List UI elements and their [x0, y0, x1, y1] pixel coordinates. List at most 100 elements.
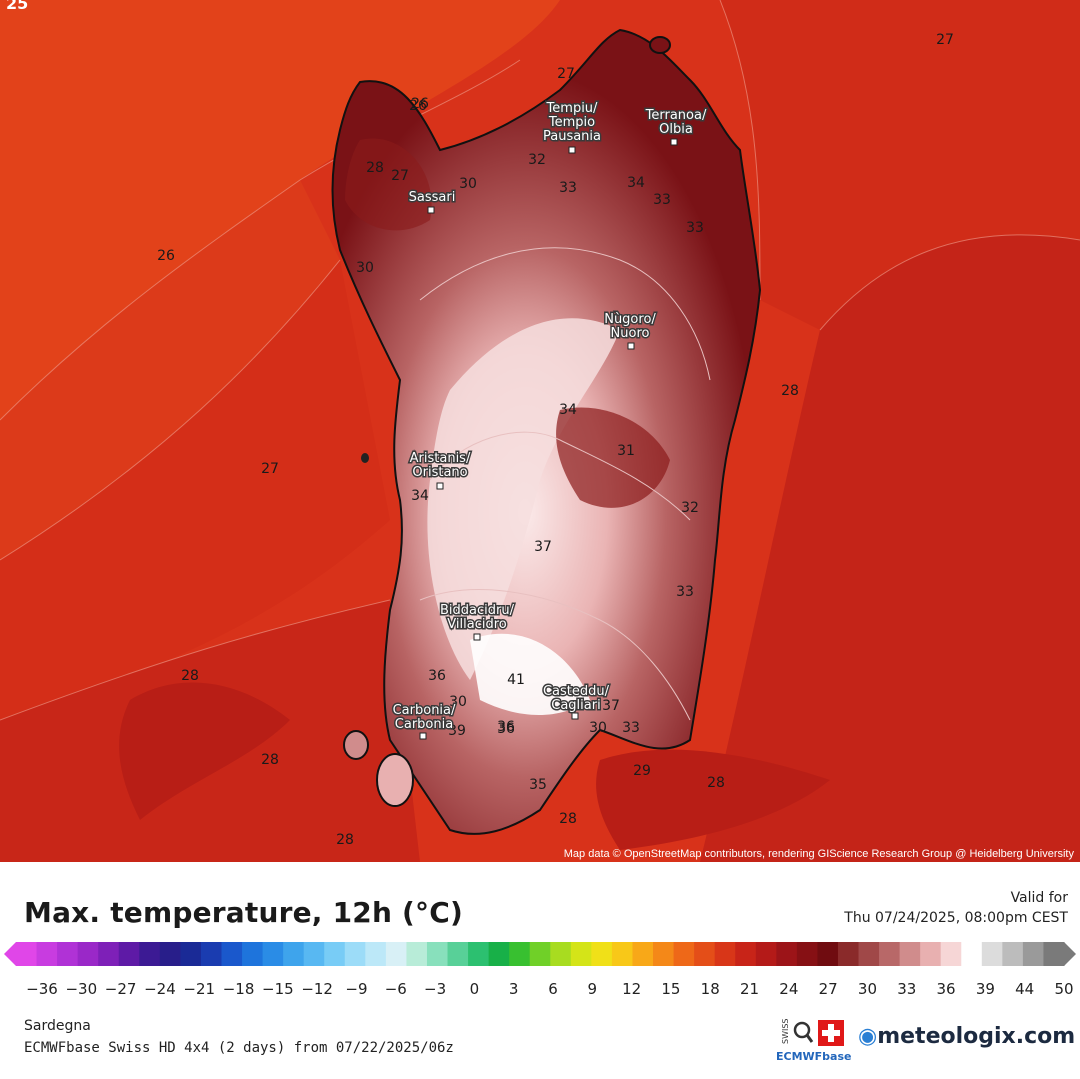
- contour-label: 34: [559, 402, 577, 418]
- contour-label: 27: [936, 32, 954, 48]
- scale-swatch: [365, 942, 387, 966]
- scale-swatch: [796, 942, 818, 966]
- contour-label: 41: [507, 672, 525, 688]
- scale-swatch: [570, 942, 592, 966]
- scale-tick-label: −30: [65, 980, 97, 998]
- scale-swatch: [262, 942, 284, 966]
- city-label: Nuoro: [611, 326, 650, 341]
- valid-time: Thu 07/24/2025, 08:00pm CEST: [844, 910, 1068, 926]
- scale-swatch: [940, 942, 962, 966]
- scale-tick-label: 9: [588, 980, 598, 998]
- swiss-cross-h: [822, 1030, 840, 1036]
- contour-label: 27: [557, 66, 575, 82]
- contour-label: 32: [528, 152, 546, 168]
- scale-swatch: [632, 942, 654, 966]
- scale-swatch: [961, 942, 983, 966]
- scale-tick-label: 0: [470, 980, 480, 998]
- sea-zone-27: [0, 260, 390, 720]
- sea-contour: [0, 59, 521, 421]
- model-run: ECMWFbase Swiss HD 4x4 (2 days) from 07/…: [24, 1040, 454, 1056]
- scale-arrow-right: [1064, 942, 1076, 966]
- temperature-map[interactable]: 26 27 26 26 28 27 30 32 33 34 33 33 30 34 31 27 28 34 33 32…: [0, 0, 1080, 862]
- sea-zone-28-east: [700, 234, 1080, 862]
- scale-swatch: [242, 942, 264, 966]
- city-marker: [473, 633, 481, 641]
- scale-swatch: [221, 942, 243, 966]
- scale-swatch: [77, 942, 99, 966]
- map-attribution[interactable]: Map data © OpenStreetMap contributors, r…: [563, 848, 1074, 860]
- maddalena-island: [649, 36, 671, 54]
- legend-panel: Max. temperature, 12h (°C) Valid for Thu…: [0, 862, 1080, 1079]
- contour-label: 28: [707, 775, 725, 791]
- contour-label: 28: [366, 160, 384, 176]
- scale-swatch: [1022, 942, 1044, 966]
- scale-swatch: [1002, 942, 1024, 966]
- contour-label: 32: [681, 500, 699, 516]
- city-marker: [419, 732, 427, 740]
- sea-zone-26: [0, 0, 560, 420]
- sea-zone-29: [119, 682, 290, 820]
- scale-swatch: [16, 942, 38, 966]
- contour-label: 26: [157, 248, 175, 264]
- city-label: Sassari: [409, 190, 456, 205]
- contour-label: 34: [411, 488, 429, 504]
- sea-zone-29-south: [596, 749, 830, 850]
- swiss-hd-badge: SWISS HD ECMWFbase: [776, 1016, 852, 1063]
- sea-contour: [819, 234, 1080, 331]
- meteologix-logo[interactable]: ◉meteologix.com: [858, 1024, 1075, 1049]
- scale-tick-label: 24: [779, 980, 798, 998]
- city-carbonia[interactable]: Carbonia/Carbonia: [391, 702, 458, 740]
- scale-tick-label: 12: [622, 980, 641, 998]
- contour-label: 35: [529, 777, 547, 793]
- sea-contour: [719, 0, 761, 301]
- scale-swatch: [118, 942, 140, 966]
- contour-label: 28: [336, 832, 354, 848]
- contour-label: 34: [627, 175, 645, 191]
- city-label: Pausania: [543, 129, 601, 144]
- sea-zone-27-east: [720, 0, 1080, 330]
- scale-swatch: [283, 942, 305, 966]
- city-label: Tempio: [548, 115, 595, 130]
- scale-tick-label: −9: [345, 980, 367, 998]
- scale-tick-label: 3: [509, 980, 519, 998]
- sea-contour: [0, 259, 341, 561]
- sea-zone-27-west: [0, 180, 340, 560]
- logo-text: meteologix.com: [877, 1024, 1076, 1049]
- contour-label: 33: [676, 584, 694, 600]
- city-label: Biddacidru/: [440, 603, 515, 618]
- city-label: Casteddu/: [543, 684, 610, 699]
- scale-swatch: [776, 942, 798, 966]
- contour-label: 36: [497, 721, 515, 737]
- contour-label: 37: [602, 698, 620, 714]
- city-marker: [568, 146, 576, 154]
- sea-contour: [0, 599, 391, 721]
- scale-swatch: [159, 942, 181, 966]
- scale-swatch: [98, 942, 120, 966]
- scale-tick-label: −18: [223, 980, 255, 998]
- contour-label: 28: [559, 811, 577, 827]
- city-villacidro[interactable]: Biddacidru/Villacidro: [439, 602, 516, 641]
- contour-label: 26: [411, 96, 429, 112]
- scale-tick-label: 27: [819, 980, 838, 998]
- city-label: Carbonia: [395, 717, 453, 732]
- color-scale: −36 −30 −27 −24 −21 −18 −15 −12 −9 −6 −3 0 3 6 9 12 15 18…: [4, 942, 1076, 998]
- contour-label: 27: [261, 461, 279, 477]
- city-sassari[interactable]: Sassari: [407, 189, 457, 214]
- contour-label: 30: [459, 176, 477, 192]
- scale-swatch: [591, 942, 613, 966]
- scale-tick-label: 36: [937, 980, 956, 998]
- contour-label: 27: [391, 168, 409, 184]
- search-icon: [793, 1021, 811, 1039]
- contour-label: 31: [617, 443, 635, 459]
- city-cagliari[interactable]: Casteddu/Cagliari: [541, 683, 611, 720]
- scale-swatch: [735, 942, 757, 966]
- scale-tick-label: −12: [301, 980, 333, 998]
- city-nuoro[interactable]: Nùgoro/Nuoro: [603, 311, 658, 350]
- city-label: Aristanis/: [410, 451, 471, 466]
- city-oristano[interactable]: Aristanis/Oristano: [408, 450, 472, 490]
- contour-label: 26: [409, 98, 427, 114]
- land-contour: [429, 431, 691, 521]
- city-olbia[interactable]: Terranoa/Olbia: [643, 107, 708, 146]
